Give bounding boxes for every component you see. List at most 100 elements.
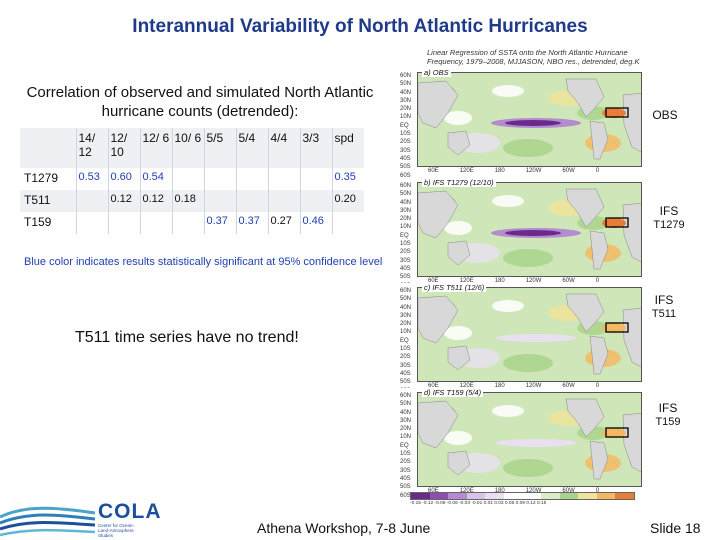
table-header-row: 14/ 12 12/ 10 12/ 6 10/ 6 5/5 5/4 4/4 3/…	[20, 128, 364, 168]
side-label-text: IFS	[654, 293, 674, 307]
lat-tick-label: 40N	[400, 304, 412, 311]
lon-axis: 60E 120E 180 120W 60W 0	[428, 278, 599, 284]
side-label-subtext: T511	[651, 308, 677, 320]
lat-tick-label: EQ	[400, 232, 409, 239]
lat-tick-label: 40S	[400, 370, 411, 377]
table-cell	[331, 212, 364, 234]
table-header-cell: 10/ 6	[171, 128, 204, 168]
lat-tick-label: 20N	[400, 106, 412, 113]
row-label: T1279	[20, 168, 76, 190]
side-label-subtext: T1279	[653, 219, 685, 231]
lat-tick-label: 40N	[400, 409, 412, 416]
map-panel-t159: 60N 50N 40N 30N 20N 10N EQ 10S 20S 30S 40S 50S 60S d…	[400, 388, 645, 503]
lat-tick-label: 40S	[400, 155, 411, 162]
lon-tick-label: 180	[494, 488, 505, 494]
colorbar-labels: -0.15 -0.12 -0.09 -0.06 -0.03 -0.01 0.01…	[410, 501, 547, 506]
side-label-text: IFS	[659, 204, 679, 218]
lat-tick-label: 20N	[400, 216, 412, 223]
trend-statement: T511 time series have no trend!	[75, 329, 299, 346]
lat-tick-label: 10S	[400, 131, 411, 138]
lat-tick-label: 60N	[400, 183, 412, 189]
lat-tick-label: 10N	[400, 329, 412, 336]
lon-tick-label: 60W	[562, 168, 575, 174]
table-cell: 0.35	[331, 168, 364, 190]
lon-tick-label: 60E	[428, 383, 439, 389]
maps-header: Linear Regression of SSTA onto the North…	[427, 48, 647, 66]
lat-tick-label: 40N	[400, 89, 412, 96]
lat-tick-label: 20S	[400, 139, 411, 146]
anomaly-patch	[503, 249, 553, 267]
lat-tick-label: 10N	[400, 114, 412, 121]
lat-tick-label: 10N	[400, 434, 412, 441]
lat-tick-label: 60N	[400, 73, 412, 79]
footer-event: Athena Workshop, 7-8 June	[257, 520, 431, 536]
lon-tick-label: 0	[595, 383, 600, 389]
lat-tick-label: 20S	[400, 354, 411, 361]
lon-axis: 60E 120E 180 120W 60W 0	[428, 488, 599, 494]
logo-subtitle: Center for Ocean-Land-Atmosphere Studies	[98, 523, 135, 538]
lat-tick-label: 50S	[400, 379, 411, 386]
pacific-weak-anomaly	[496, 439, 576, 447]
landmass-north-america	[565, 293, 605, 333]
table-header-cell: 3/3	[299, 128, 332, 168]
table-header-cell: 12/ 10	[107, 128, 140, 168]
side-label-t1279: IFS T1279	[645, 204, 693, 232]
lat-tick-label: 50N	[400, 296, 412, 303]
table-cell	[171, 168, 204, 190]
colorbar	[410, 492, 635, 500]
anomaly-patch	[503, 459, 553, 477]
anomaly-patch	[444, 221, 472, 235]
lat-tick-label: 50N	[400, 191, 412, 198]
side-label-t511: IFS T511	[642, 293, 686, 321]
lat-tick-label: 30N	[400, 312, 412, 319]
table-cell: 0.18	[171, 190, 204, 212]
colorbar-segment	[411, 493, 430, 499]
sst-map	[417, 287, 642, 382]
maps-header-line1: Linear Regression of SSTA onto the North…	[427, 48, 628, 57]
lat-tick-label: 30N	[400, 417, 412, 424]
table-cell	[299, 168, 332, 190]
table-cell	[267, 190, 300, 212]
lat-tick-label: 20N	[400, 426, 412, 433]
anomaly-patch	[492, 85, 524, 97]
table-cell: 0.37	[235, 212, 268, 234]
lat-tick-label: 40N	[400, 199, 412, 206]
maps-header-line2: Frequency, 1979–2008, MJJASON, NBO res.,…	[427, 57, 640, 66]
table-cell	[107, 212, 140, 234]
pacific-cold-core	[505, 230, 561, 236]
atlantic-warm-anomaly	[602, 218, 626, 228]
table-header-cell: 4/4	[267, 128, 300, 168]
table-cell: 0.46	[299, 212, 332, 234]
lat-tick-label: 30N	[400, 207, 412, 214]
anomaly-patch	[503, 139, 553, 157]
lat-tick-label: 10S	[400, 241, 411, 248]
table-row: T1279 0.53 0.60 0.54 0.35	[20, 168, 364, 190]
table-cell: 0.12	[139, 190, 172, 212]
lon-tick-label: 60E	[428, 278, 439, 284]
atlantic-warm-anomaly	[602, 428, 626, 438]
lat-tick-label: 50S	[400, 274, 411, 281]
lat-tick-label: 60N	[400, 393, 412, 399]
landmass-australia	[447, 450, 471, 476]
mdr-box	[605, 107, 629, 118]
lat-tick-label: 20S	[400, 459, 411, 466]
lat-tick-label: 10S	[400, 346, 411, 353]
colorbar-segment	[448, 493, 467, 499]
table-cell	[171, 212, 204, 234]
table-cell	[235, 190, 268, 212]
mdr-box	[605, 427, 629, 438]
map-tag: b) IFS T1279 (12/10)	[422, 178, 496, 187]
anomaly-patch	[503, 354, 553, 372]
table-cell	[203, 168, 236, 190]
side-label-obs: OBS	[648, 108, 682, 122]
lon-axis: 60E 120E 180 120W 60W 0	[428, 383, 599, 389]
lat-tick-label: 40S	[400, 265, 411, 272]
cola-logo-waves	[0, 506, 96, 537]
map-tag: d) IFS T159 (5/4)	[422, 388, 484, 397]
landmass-north-america	[565, 398, 605, 438]
landmass-asia	[418, 295, 459, 344]
lon-tick-label: 0	[595, 278, 600, 284]
